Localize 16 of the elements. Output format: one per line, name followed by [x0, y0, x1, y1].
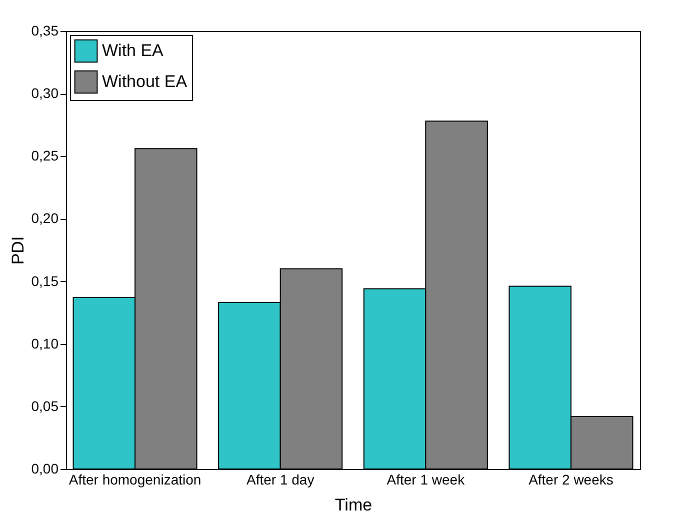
y-tick-label: 0,10 [31, 335, 59, 352]
y-tick-label: 0,15 [31, 272, 59, 289]
legend-label: With EA [102, 41, 164, 60]
x-tick-label: After 1 week [386, 472, 466, 488]
y-axis-title: PDI [8, 236, 28, 265]
y-tick-label: 0,20 [31, 210, 59, 226]
x-axis-title: Time [334, 496, 372, 514]
legend-label: Without EA [102, 72, 188, 91]
x-tick-label: After 2 weeks [528, 472, 614, 488]
x-tick-label: After homogenization [68, 472, 202, 488]
y-tick-label: 0,25 [31, 148, 59, 164]
y-tick-label: 0,30 [31, 85, 59, 102]
y-tick-label: 0,35 [31, 22, 59, 38]
x-tick-label: After 1 day [246, 472, 314, 488]
y-tick-label: 0,00 [31, 460, 59, 476]
y-tick-label: 0,05 [31, 398, 59, 414]
